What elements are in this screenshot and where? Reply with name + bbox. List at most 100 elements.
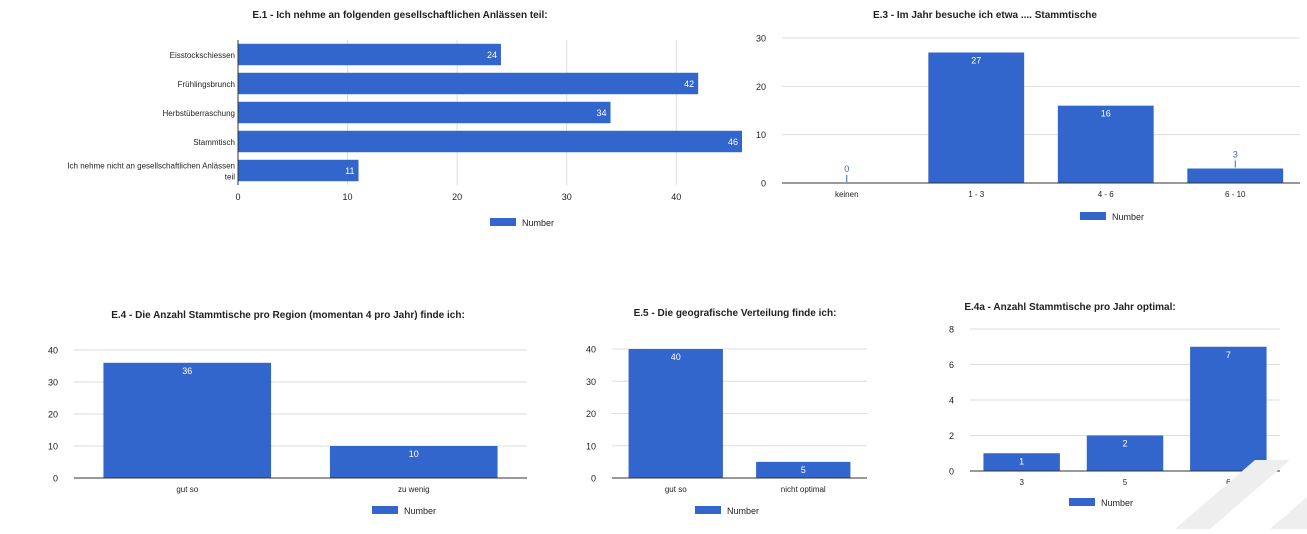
chart-title: E.1 - Ich nehme an folgenden gesellschaf… [252,10,547,21]
data-label: 16 [1101,109,1111,119]
bar [238,101,611,124]
category-label: Frühlingsbrunch [178,80,235,89]
y-tick-label: 40 [48,346,58,356]
category-label: nicht optimal [781,485,826,494]
category-label: 5 [1123,478,1128,487]
x-tick-label: 30 [562,192,572,202]
legend-swatch [1069,498,1095,506]
data-label: 10 [409,449,419,459]
data-label: 27 [971,56,981,66]
chart-e4a: E.4a - Anzahl Stammtische pro Jahr optim… [920,300,1307,529]
legend-label: Number [727,506,759,516]
bar [928,52,1025,183]
data-label: 5 [801,465,806,475]
legend-label: Number [1101,498,1133,508]
chart-svg: E.4 - Die Anzahl Stammtische pro Region … [48,310,527,516]
chart-e3: E.3 - Im Jahr besuche ich etwa .... Stam… [740,0,1307,240]
data-label: 40 [671,352,681,362]
y-tick-label: 0 [949,467,954,477]
chart-svg: E.3 - Im Jahr besuche ich etwa .... Stam… [756,10,1300,222]
data-label: 0 [844,164,849,174]
legend: Number [695,506,759,516]
category-label: zu wenig [398,485,430,494]
data-label: 7 [1226,350,1231,360]
y-tick-label: 30 [756,34,766,44]
y-tick-label: 6 [949,360,954,370]
chart-svg: E.5 - Die geografische Verteilung finde … [586,308,867,516]
legend-label: Number [404,506,436,516]
legend: Number [1069,498,1133,508]
data-label: 34 [597,108,607,118]
x-tick-label: 10 [343,192,353,202]
category-label: Stammtisch [193,138,235,147]
bar [103,362,272,478]
y-tick-label: 0 [591,474,596,484]
legend-swatch [372,506,398,514]
y-tick-label: 20 [48,410,58,420]
category-label: Eisstockschiessen [170,51,235,60]
y-tick-label: 10 [48,442,58,452]
chart-title: E.3 - Im Jahr besuche ich etwa .... Stam… [873,10,1097,21]
chart-svg: E.4a - Anzahl Stammtische pro Jahr optim… [949,302,1280,508]
legend-swatch [695,506,721,514]
chart-svg: E.1 - Ich nehme an folgenden gesellschaf… [67,10,742,228]
category-label: Herbstüberraschung [163,109,235,118]
y-tick-label: 0 [53,474,58,484]
y-tick-label: 30 [48,378,58,388]
category-label: 3 [1019,478,1024,487]
legend-label: Number [1112,212,1144,222]
category-label: 6 [1226,478,1231,487]
category-label-line: Eisstockschiessen [170,51,235,60]
category-label: 4 - 6 [1098,190,1115,199]
category-label-line: Frühlingsbrunch [178,80,235,89]
data-label: 24 [487,50,497,60]
x-tick-label: 40 [671,192,681,202]
y-tick-label: 2 [949,431,954,441]
bar [329,446,498,478]
category-label-line: teil [225,173,235,182]
chart-title: E.5 - Die geografische Verteilung finde … [634,308,837,319]
data-label: 42 [684,79,694,89]
category-label: keinen [835,190,859,199]
bar [1086,435,1164,471]
y-tick-label: 10 [756,130,766,140]
y-tick-label: 0 [761,179,766,189]
bar [628,349,723,478]
category-label: Ich nehme nicht an gesellschaftlichen An… [67,162,235,182]
data-label: 3 [1233,150,1238,160]
bar [238,130,742,153]
legend-label: Number [522,218,554,228]
y-tick-label: 20 [586,409,596,419]
category-label: gut so [665,485,687,494]
category-label-line: Ich nehme nicht an gesellschaftlichen An… [67,162,235,171]
y-tick-label: 4 [949,396,954,406]
y-tick-label: 10 [586,441,596,451]
y-tick-label: 40 [586,345,596,355]
legend-swatch [1080,212,1106,220]
bar [1187,168,1284,183]
y-tick-label: 30 [586,377,596,387]
legend: Number [490,218,554,228]
legend-swatch [490,218,516,226]
chart-title: E.4 - Die Anzahl Stammtische pro Region … [111,310,465,321]
data-label: 11 [345,166,354,176]
bar [238,159,359,182]
data-label: 36 [182,366,192,376]
chart-title: E.4a - Anzahl Stammtische pro Jahr optim… [964,302,1175,313]
category-label: 6 - 10 [1225,190,1246,199]
bar [983,453,1060,471]
y-tick-label: 8 [949,325,954,335]
category-label: 1 - 3 [968,190,985,199]
legend: Number [372,506,436,516]
bar [1057,105,1154,183]
data-label: 2 [1122,439,1127,449]
data-label: 1 [1019,456,1024,466]
bar [756,461,851,478]
category-label: gut so [176,485,198,494]
chart-e1: E.1 - Ich nehme an folgenden gesellschaf… [0,0,760,240]
bar [238,72,699,95]
category-label-line: Herbstüberraschung [163,109,235,118]
data-label: 46 [728,137,738,147]
x-tick-label: 20 [452,192,462,202]
y-tick-label: 20 [756,82,766,92]
